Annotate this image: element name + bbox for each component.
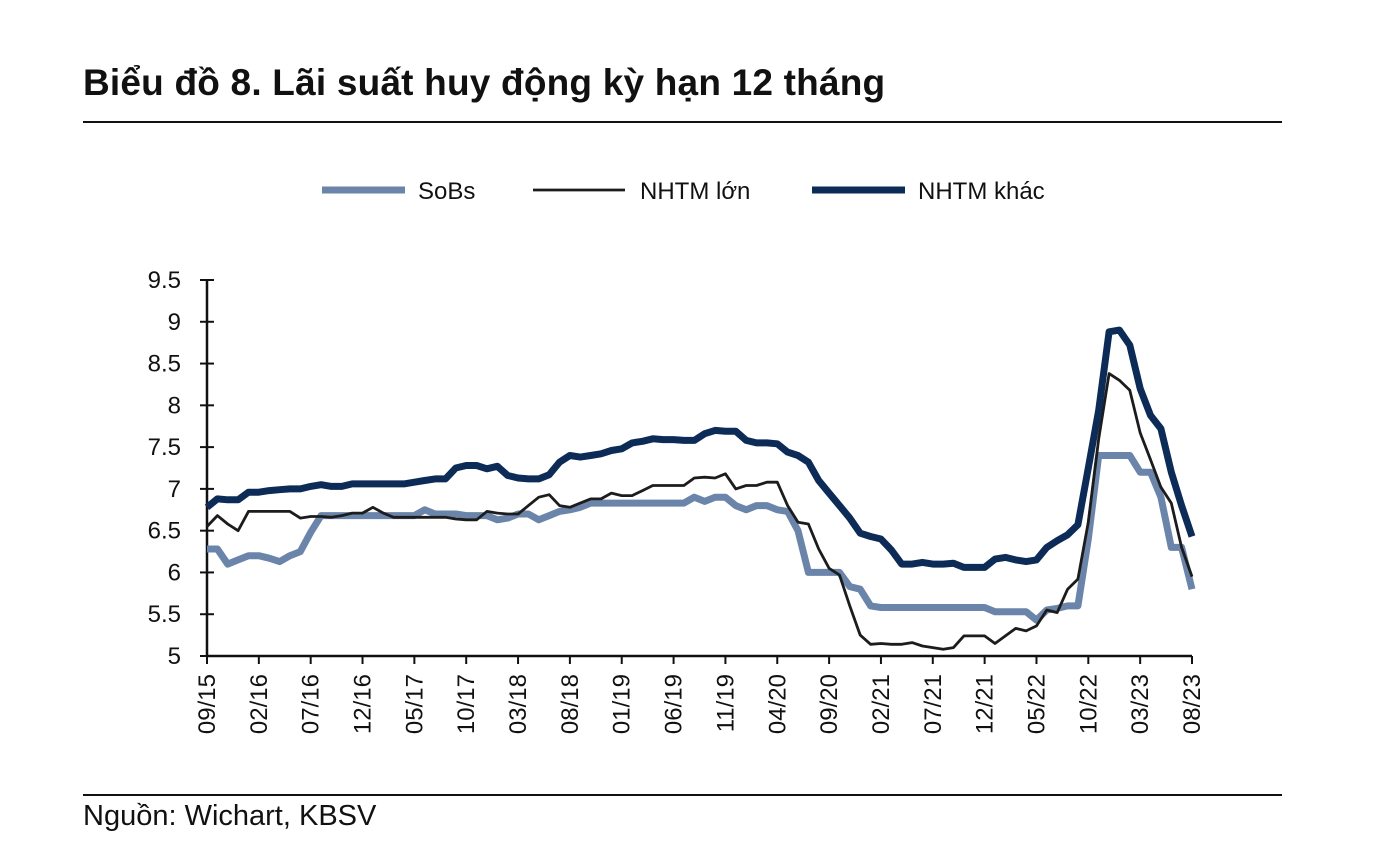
x-tick-label: 03/23 — [1127, 674, 1154, 734]
x-tick-label: 04/20 — [764, 674, 791, 734]
legend-label-2: NHTM lớn — [640, 178, 750, 205]
series-line-1 — [207, 452, 1196, 624]
x-tick-label: 08/18 — [557, 674, 584, 734]
x-tick-label: 02/16 — [246, 674, 273, 734]
legend-label-1: SoBs — [418, 178, 475, 205]
y-tick-label: 6.5 — [148, 518, 181, 545]
x-tick-label: 07/16 — [298, 674, 325, 734]
x-tick-label: 05/17 — [401, 674, 428, 734]
legend-label-3: NHTM khác — [918, 178, 1045, 205]
x-tick-label: 09/20 — [816, 674, 843, 734]
x-tick-label: 01/19 — [609, 674, 636, 734]
chart-title: Biểu đồ 8. Lãi suất huy động kỳ hạn 12 t… — [83, 62, 886, 103]
y-tick-label: 8.5 — [148, 351, 181, 378]
source-note: Nguồn: Wichart, KBSV — [83, 800, 377, 832]
y-tick-label: 7 — [168, 476, 181, 503]
y-tick-label: 9 — [168, 309, 181, 336]
source-divider — [83, 794, 1282, 796]
x-tick-label: 07/21 — [920, 674, 947, 734]
y-tick-label: 5 — [168, 643, 181, 670]
x-tick-label: 03/18 — [505, 674, 532, 734]
series-line-3 — [204, 326, 1196, 571]
x-tick-label: 06/19 — [661, 674, 688, 734]
x-tick-label: 10/22 — [1075, 674, 1102, 734]
x-tick-label: 12/21 — [972, 674, 999, 734]
x-tick-label: 09/15 — [194, 674, 221, 734]
x-tick-label: 12/16 — [350, 674, 377, 734]
y-tick-label: 5.5 — [148, 601, 181, 628]
y-tick-label: 7.5 — [148, 434, 181, 461]
legend: SoBs NHTM lớn NHTM khác — [322, 178, 1045, 205]
axes: 5 5.5 6 6.5 7 7.5 8 8.5 9 9.5 09/15 02/16 07/16 12/16… — [148, 267, 1206, 734]
x-tick-label: 02/21 — [868, 674, 895, 734]
x-tick-label: 11/19 — [712, 674, 739, 732]
y-tick-label: 6 — [168, 559, 181, 586]
series-line-2 — [205, 372, 1194, 651]
y-tick-label: 9.5 — [148, 267, 181, 294]
x-tick-label: 05/22 — [1023, 674, 1050, 734]
y-tick-label: 8 — [168, 392, 181, 419]
title-divider — [83, 121, 1282, 123]
x-tick-label: 08/23 — [1179, 674, 1206, 734]
x-tick-label: 10/17 — [453, 674, 480, 734]
series-lines — [204, 326, 1196, 651]
